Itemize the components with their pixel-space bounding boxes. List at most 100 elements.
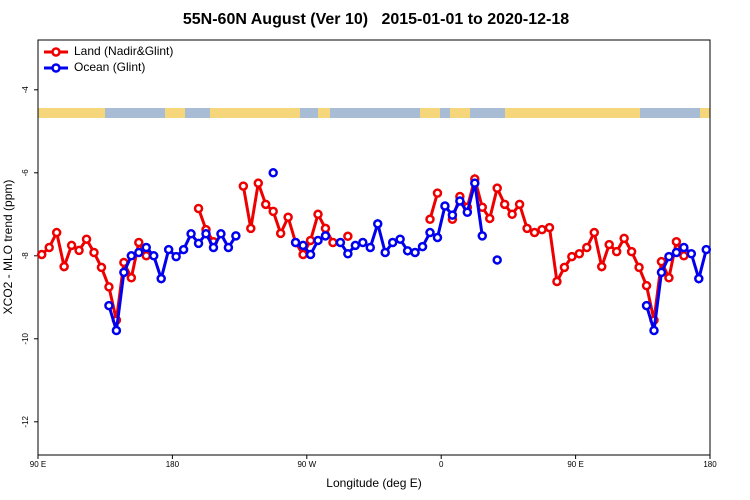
data-point: [440, 201, 450, 211]
data-point: [492, 255, 502, 265]
y-tick-label: -12: [21, 415, 30, 427]
data-point: [320, 223, 331, 234]
data-point: [664, 273, 674, 283]
data-point: [462, 207, 473, 217]
data-point: [193, 238, 204, 249]
data-point: [596, 261, 607, 272]
data-point: [447, 210, 458, 220]
data-point: [290, 237, 301, 248]
data-point: [671, 247, 682, 258]
legend-label: Land (Nadir&Glint): [74, 44, 173, 58]
data-point: [59, 261, 69, 272]
data-point: [395, 234, 405, 244]
data-point: [372, 219, 383, 229]
data-point: [641, 280, 652, 291]
data-point: [81, 234, 92, 244]
data-point: [111, 325, 122, 336]
data-point: [552, 276, 562, 287]
data-point: [425, 227, 435, 238]
data-point: [119, 267, 129, 278]
data-point: [432, 188, 443, 198]
data-point: [51, 227, 62, 238]
data-point: [36, 249, 47, 260]
y-tick-label: -10: [21, 332, 30, 344]
data-point: [343, 248, 353, 259]
data-point: [455, 196, 465, 206]
x-tick-label: 180: [166, 460, 180, 469]
legend-marker: [51, 63, 61, 73]
data-point: [268, 168, 278, 178]
data-point: [358, 237, 368, 248]
data-point: [134, 237, 144, 248]
data-point: [641, 300, 652, 311]
data-point: [171, 251, 181, 262]
data-point: [178, 244, 189, 255]
data-point: [343, 231, 353, 242]
data-point: [410, 247, 420, 258]
data-point: [559, 262, 570, 273]
data-point: [186, 229, 196, 239]
data-point: [470, 178, 480, 188]
data-point: [320, 231, 331, 241]
data-point: [365, 242, 376, 253]
data-point: [275, 228, 286, 239]
data-point: [305, 249, 316, 260]
x-tick-label: 90 E: [30, 460, 46, 469]
data-point: [402, 246, 413, 256]
data-point: [74, 245, 84, 256]
data-point: [387, 237, 398, 248]
data-point: [126, 251, 137, 261]
data-point: [89, 247, 99, 258]
data-point: [671, 236, 682, 247]
data-point: [268, 206, 278, 217]
data-point: [507, 209, 517, 220]
data-point: [246, 223, 256, 234]
x-tick-label: 0: [439, 460, 444, 469]
chart-title: 55N-60N August (Ver 10) 2015-01-01 to 20…: [183, 11, 569, 28]
data-point: [163, 244, 174, 255]
data-point: [529, 227, 540, 238]
data-point: [231, 231, 241, 241]
data-point: [313, 235, 323, 246]
x-tick-label: 90 E: [567, 460, 583, 469]
data-point: [649, 325, 659, 336]
data-point: [126, 273, 137, 283]
x-axis-title: Longitude (deg E): [326, 476, 421, 490]
data-point: [216, 229, 226, 239]
data-point: [567, 251, 577, 262]
data-point: [44, 242, 54, 253]
data-point: [514, 199, 525, 210]
data-point: [66, 240, 77, 251]
data-point: [656, 267, 667, 278]
y-axis-title: XCO2 - MLO trend (ppm): [1, 180, 15, 315]
y-tick-label: -4: [21, 86, 30, 94]
data-point: [201, 229, 211, 239]
data-point: [499, 199, 510, 210]
data-point: [537, 224, 547, 235]
data-point: [313, 209, 323, 220]
data-point: [305, 235, 316, 246]
land-ocean-strip: [38, 108, 710, 118]
x-tick-label: 90 W: [297, 460, 316, 469]
legend-marker: [51, 47, 61, 57]
data-point: [679, 242, 689, 253]
data-point: [582, 242, 592, 253]
data-point: [208, 242, 219, 253]
data-point: [141, 251, 152, 261]
data-point: [522, 223, 532, 234]
data-point: [104, 300, 114, 311]
data-point: [432, 232, 443, 243]
data-point: [328, 237, 338, 248]
data-point: [686, 248, 697, 259]
data-point: [141, 242, 152, 253]
data-point: [156, 273, 166, 284]
data-point: [350, 240, 361, 251]
data-point: [694, 273, 704, 284]
data-point: [193, 203, 204, 214]
data-point: [298, 240, 308, 251]
data-point: [634, 262, 644, 273]
data-point: [238, 181, 249, 191]
data-point: [679, 251, 689, 261]
